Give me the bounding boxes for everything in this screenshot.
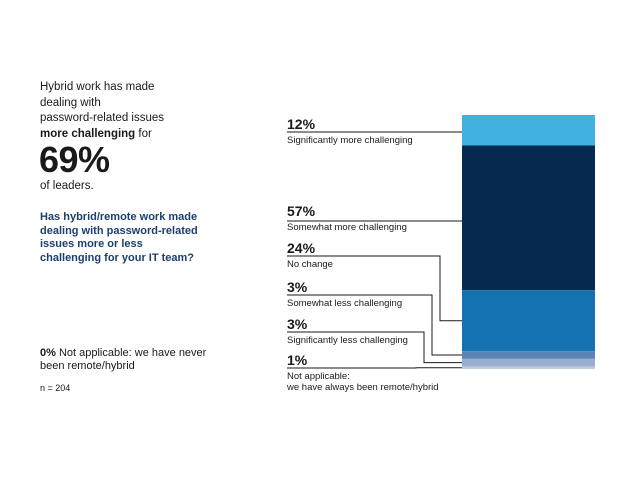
survey-question: Has hybrid/remote work made dealing with… xyxy=(40,211,198,264)
leader-line xyxy=(287,331,462,364)
not-applicable-pct: 0% xyxy=(40,347,56,359)
category-label-line: Somewhat less challenging xyxy=(287,298,403,309)
leader-line xyxy=(287,255,462,322)
value-label: 1% xyxy=(287,352,308,368)
value-label: 24% xyxy=(287,240,316,256)
headline-suffix: of leaders. xyxy=(40,180,94,192)
category-label-line: Somewhat more challenging xyxy=(287,222,407,233)
sample-size: n = 204 xyxy=(40,383,71,393)
bar-segment xyxy=(462,366,595,369)
intro-line: password-related issues xyxy=(40,112,165,124)
intro-line: more challenging for xyxy=(40,127,240,143)
intro-after-bold: for xyxy=(135,127,152,140)
intro-line: Hybrid work has made xyxy=(40,81,155,93)
category-label-line: No change xyxy=(287,259,333,270)
value-label: 57% xyxy=(287,203,316,219)
category-label: Significantly more challenging xyxy=(287,135,413,146)
not-applicable-text: Not applicable: we have never been remot… xyxy=(40,347,207,372)
category-label: Somewhat more challenging xyxy=(287,222,407,233)
category-label: No change xyxy=(287,259,333,270)
bar-segment xyxy=(462,358,595,367)
category-label-line: we have always been remote/hybrid xyxy=(287,382,439,393)
intro-text: Hybrid work has made dealing with passwo… xyxy=(40,80,240,142)
leader-line xyxy=(287,294,462,356)
intro-bold: more challenging xyxy=(40,127,136,140)
category-label: Somewhat less challenging xyxy=(287,298,402,309)
category-label-line: Significantly less challenging xyxy=(287,335,408,346)
headline-value: 69% xyxy=(39,139,110,180)
category-label: Not applicable: we have always been remot… xyxy=(287,371,439,393)
not-applicable-note: 0% Not applicable: we have never been re… xyxy=(40,347,210,373)
bar-segment xyxy=(462,290,595,352)
category-label: Significantly less challenging xyxy=(287,335,408,346)
bar-segment xyxy=(462,351,595,359)
value-label: 12% xyxy=(287,116,316,132)
intro-line: dealing with xyxy=(40,96,101,109)
bar-segment xyxy=(462,145,595,291)
value-label: 3% xyxy=(287,316,308,332)
bar-segment xyxy=(462,115,595,146)
category-label-line: Significantly more challenging xyxy=(287,135,413,146)
value-label: 3% xyxy=(287,279,308,295)
category-label-line: Not applicable: xyxy=(287,371,350,382)
